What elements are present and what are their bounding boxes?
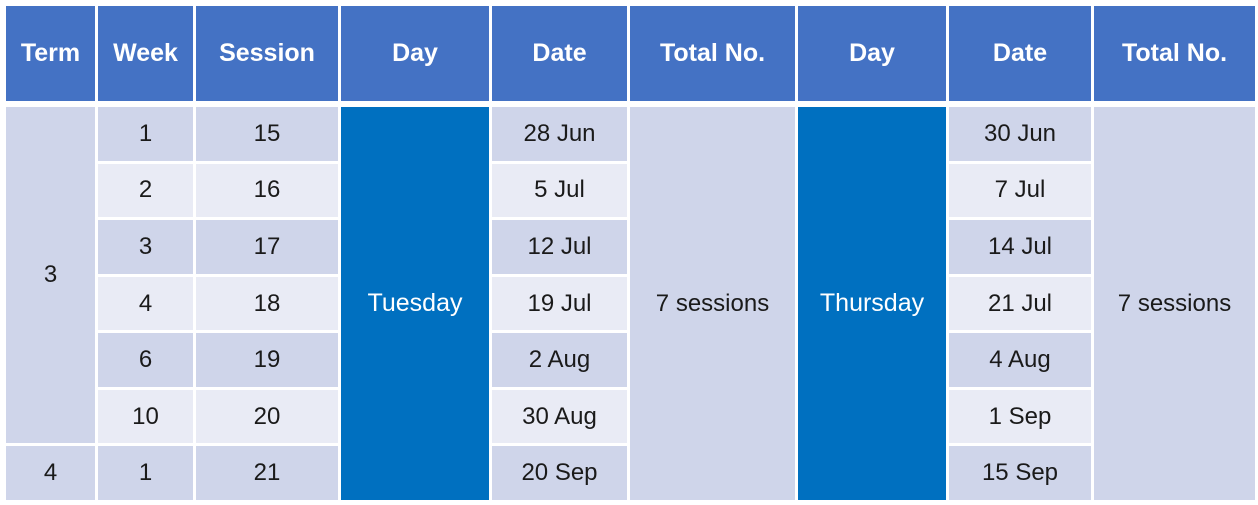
term-cell: 3	[3, 102, 98, 447]
session-cell: 17	[193, 217, 341, 277]
table-row: 4 1 21 20 Sep 15 Sep	[3, 443, 1257, 503]
table-row: 4 18 19 Jul 21 Jul	[5, 273, 1257, 334]
week-cell: 1	[95, 102, 196, 164]
date-cell-2: 4 Aug	[946, 330, 1094, 390]
date-cell-1: 2 Aug	[489, 330, 630, 390]
table-row: 3 1 15 Tuesday 28 Jun 7 sessions Thursda…	[3, 102, 1258, 503]
date-cell-1: 20 Sep	[489, 443, 630, 503]
session-cell: 15	[193, 102, 341, 164]
date-cell-1: 30 Aug	[489, 386, 630, 447]
header-total-2: Total No.	[1091, 3, 1258, 107]
day-cell-thursday: Thursday	[795, 102, 949, 503]
term-cell: 4	[3, 443, 98, 503]
total-cell-2: 7 sessions	[1091, 102, 1258, 503]
date-cell-1: 12 Jul	[489, 217, 630, 277]
header-total-1: Total No.	[627, 3, 798, 107]
date-cell-1: 19 Jul	[489, 273, 630, 334]
date-cell-1: 5 Jul	[489, 160, 630, 221]
week-cell: 6	[95, 330, 196, 390]
date-cell-2: 30 Jun	[946, 102, 1094, 164]
header-session: Session	[193, 3, 341, 107]
day-cell-tuesday: Tuesday	[338, 102, 492, 503]
table-row: 3 17 12 Jul 14 Jul	[5, 217, 1257, 277]
session-cell: 16	[193, 160, 341, 221]
session-schedule-table: Term Week Session Day Date Total No. Day…	[3, 3, 1258, 503]
total-cell-1: 7 sessions	[627, 102, 798, 503]
session-cell: 19	[193, 330, 341, 390]
table-row: 2 16 5 Jul 7 Jul	[5, 160, 1257, 221]
header-week: Week	[95, 3, 196, 107]
table-row: 10 20 30 Aug 1 Sep	[5, 386, 1257, 447]
header-day-1: Day	[338, 3, 492, 107]
date-cell-1: 28 Jun	[489, 102, 630, 164]
session-cell: 18	[193, 273, 341, 334]
week-cell: 2	[95, 160, 196, 221]
header-row: Term Week Session Day Date Total No. Day…	[3, 3, 1258, 107]
session-cell: 21	[193, 443, 341, 503]
header-term: Term	[3, 3, 98, 107]
week-cell: 3	[95, 217, 196, 277]
header-date-2: Date	[946, 3, 1094, 107]
date-cell-2: 1 Sep	[946, 386, 1094, 447]
week-cell: 10	[95, 386, 196, 447]
date-cell-2: 7 Jul	[946, 160, 1094, 221]
date-cell-2: 15 Sep	[946, 443, 1094, 503]
header-date-1: Date	[489, 3, 630, 107]
header-day-2: Day	[795, 3, 949, 107]
week-cell: 4	[95, 273, 196, 334]
date-cell-2: 14 Jul	[946, 217, 1094, 277]
session-cell: 20	[193, 386, 341, 447]
week-cell: 1	[95, 443, 196, 503]
date-cell-2: 21 Jul	[946, 273, 1094, 334]
table-row: 6 19 2 Aug 4 Aug	[5, 330, 1257, 390]
